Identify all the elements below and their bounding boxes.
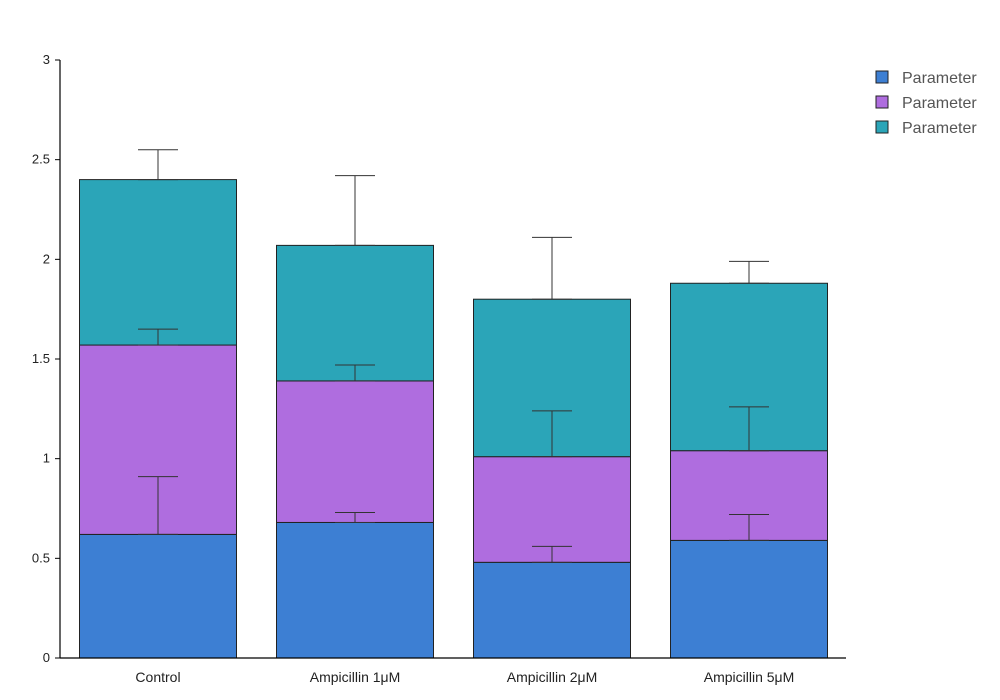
bar-segment-3-2 [276,244,434,382]
bars-layer [79,179,828,659]
bar-segment-2-3 [473,456,631,563]
y-tick-label: 2.5 [32,152,50,167]
legend-swatch-1 [875,70,889,84]
bar-segment-1-4 [670,539,828,659]
legend-label-3: Parameter [902,120,977,137]
x-tick-label: Control [135,669,180,685]
bar-segment-2-2 [276,380,434,523]
y-tick-label: 0.5 [32,550,50,565]
x-tick-label: Ampicillin 1μM [310,669,401,685]
y-tick-label: 0 [43,650,50,665]
axes: Control Ampicillin 1μM Ampicillin 2μM Ampic… [32,52,846,685]
y-tick-label: 2 [43,251,50,266]
bar-segment-1-1 [79,533,237,659]
legend-label-1: Parameter [902,70,977,87]
y-tick-label: 1.5 [32,351,50,366]
x-tick-label: Ampicillin 5μM [704,669,795,685]
legend-swatch-3 [875,120,889,134]
bar-segment-1-2 [276,521,434,659]
y-tick-label: 1 [43,451,50,466]
legend-label-2: Parameter [902,95,977,112]
error-bars-layer [138,149,769,563]
legend: Parameter Parameter Parameter [875,70,977,137]
bar-segment-1-3 [473,561,631,659]
x-tick-label: Ampicillin 2μM [507,669,598,685]
y-tick-label: 3 [43,52,50,67]
bar-segment-3-1 [79,179,237,346]
legend-swatch-2 [875,95,889,109]
